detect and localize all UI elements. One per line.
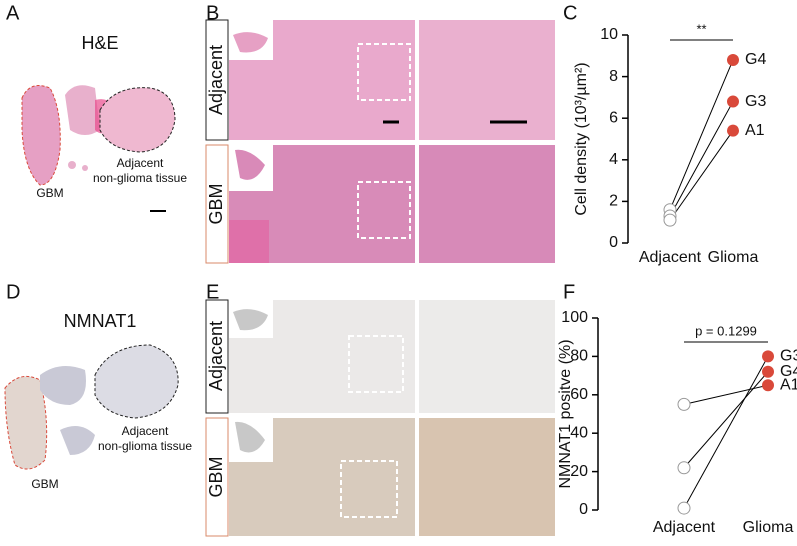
point-label: A1 <box>745 122 765 139</box>
region-label: GBM <box>31 477 58 491</box>
tissue-slide <box>4 344 179 470</box>
pair-line <box>683 384 769 405</box>
pair-line <box>683 356 769 509</box>
x-tick-label: Adjacent <box>653 519 716 536</box>
glioma-point <box>727 95 739 108</box>
y-tick-label: 6 <box>609 109 618 126</box>
pair-line <box>683 371 769 469</box>
y-tick-label: 20 <box>570 463 588 480</box>
pair-line <box>669 101 734 217</box>
glioma-point <box>762 379 774 392</box>
panel-letter: A <box>6 2 20 24</box>
point-label: A1 <box>780 376 797 393</box>
annotation: ** <box>696 21 706 36</box>
region-label: non-glioma tissue <box>93 171 187 185</box>
panel-letter: B <box>206 2 219 24</box>
annotation: p = 0.1299 <box>695 323 757 338</box>
adjacent-point <box>677 501 691 515</box>
adjacent-point <box>663 213 677 227</box>
tissue-slide <box>21 85 176 186</box>
pair-line <box>669 130 734 221</box>
y-axis-label: Cell density (10³/µm²) <box>573 62 590 215</box>
panel-letter: E <box>206 281 219 303</box>
row-label: GBM <box>206 456 226 497</box>
region-label: non-glioma tissue <box>98 439 192 453</box>
point-label: G4 <box>745 51 766 68</box>
y-tick-label: 80 <box>570 348 588 365</box>
micrograph-grid <box>205 299 555 537</box>
adjacent-point <box>677 461 691 475</box>
region-label: GBM <box>36 186 63 200</box>
adjacent-point <box>677 397 691 411</box>
region-label: Adjacent <box>122 424 169 438</box>
panel-letter: F <box>563 281 575 303</box>
y-tick-label: 100 <box>561 309 588 326</box>
y-tick-label: 8 <box>609 68 618 85</box>
x-tick-label: Adjacent <box>639 249 702 266</box>
glioma-point <box>727 53 739 66</box>
y-axis-label: NMNAT1 positve (%) <box>557 339 574 488</box>
row-label: Adjacent <box>206 321 226 391</box>
glioma-point <box>727 124 739 137</box>
micrograph-grid <box>205 19 555 264</box>
point-label: G4 <box>780 363 797 380</box>
x-tick-label: Glioma <box>708 249 759 266</box>
glioma-point <box>762 365 774 378</box>
y-tick-label: 60 <box>570 386 588 403</box>
point-label: G3 <box>745 93 766 110</box>
y-tick-label: 0 <box>609 234 618 251</box>
panel-letter: D <box>6 281 20 303</box>
y-tick-label: 2 <box>609 193 618 210</box>
pair-line <box>669 59 734 210</box>
region-label: Adjacent <box>117 156 164 170</box>
stain-title: NMNAT1 <box>64 311 137 331</box>
stain-title: H&E <box>81 33 118 53</box>
panel-letter: C <box>563 2 577 24</box>
row-label: GBM <box>206 183 226 224</box>
y-tick-label: 40 <box>570 424 588 441</box>
y-tick-label: 0 <box>579 501 588 518</box>
glioma-point <box>762 350 774 363</box>
y-tick-label: 10 <box>600 26 618 43</box>
x-tick-label: Glioma <box>743 519 794 536</box>
point-label: G3 <box>780 348 797 365</box>
y-tick-label: 4 <box>609 151 618 168</box>
row-label: Adjacent <box>206 45 226 115</box>
